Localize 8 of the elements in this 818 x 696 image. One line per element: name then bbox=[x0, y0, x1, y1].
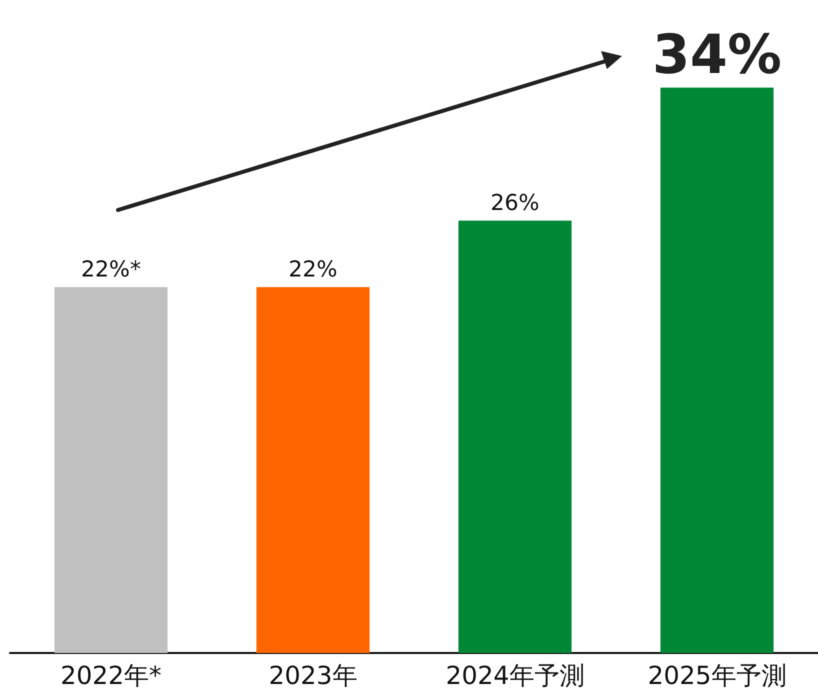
x-tick-label: 2024年予測 bbox=[446, 661, 584, 690]
data-label: 22%* bbox=[81, 258, 141, 283]
x-tick-label: 2022年* bbox=[60, 661, 162, 690]
data-label: 34% bbox=[652, 23, 782, 86]
x-tick-label: 2025年予測 bbox=[648, 661, 786, 690]
x-tick-label: 2023年 bbox=[268, 661, 358, 690]
data-label: 22% bbox=[288, 258, 338, 283]
data-label: 26% bbox=[490, 191, 540, 216]
